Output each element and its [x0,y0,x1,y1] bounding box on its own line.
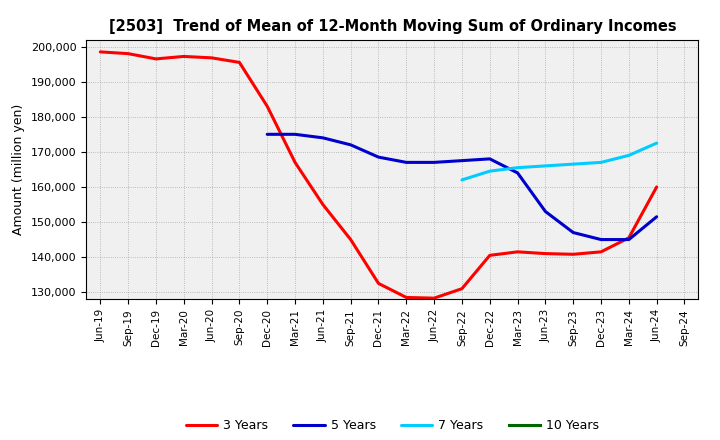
3 Years [179,54,188,59]
Y-axis label: Amount (million yen): Amount (million yen) [12,104,25,235]
3 Years [235,60,243,65]
5 Years [346,142,355,147]
3 Years [513,249,522,254]
5 Years [624,237,633,242]
5 Years [374,154,383,160]
Title: [2503]  Trend of Mean of 12-Month Moving Sum of Ordinary Incomes: [2503] Trend of Mean of 12-Month Moving … [109,19,676,34]
5 Years [569,230,577,235]
3 Years [652,184,661,190]
5 Years [402,160,410,165]
7 Years [652,140,661,146]
5 Years [652,214,661,220]
Line: 5 Years: 5 Years [267,134,657,239]
3 Years [263,103,271,109]
5 Years [430,160,438,165]
Legend: 3 Years, 5 Years, 7 Years, 10 Years: 3 Years, 5 Years, 7 Years, 10 Years [181,414,604,437]
3 Years [374,281,383,286]
7 Years [485,169,494,174]
5 Years [318,135,327,140]
3 Years [402,295,410,300]
7 Years [624,153,633,158]
5 Years [597,237,606,242]
3 Years [485,253,494,258]
3 Years [458,286,467,291]
3 Years [124,51,132,56]
3 Years [96,49,104,55]
7 Years [597,160,606,165]
3 Years [569,252,577,257]
3 Years [291,160,300,165]
3 Years [597,249,606,254]
5 Years [263,132,271,137]
5 Years [485,156,494,161]
3 Years [541,251,550,256]
7 Years [458,177,467,183]
5 Years [458,158,467,163]
Line: 7 Years: 7 Years [462,143,657,180]
7 Years [569,161,577,167]
3 Years [346,237,355,242]
3 Years [430,296,438,301]
3 Years [318,202,327,207]
5 Years [541,209,550,214]
7 Years [541,163,550,169]
7 Years [513,165,522,170]
3 Years [624,235,633,240]
5 Years [513,170,522,176]
3 Years [207,55,216,60]
5 Years [291,132,300,137]
3 Years [152,56,161,62]
Line: 3 Years: 3 Years [100,52,657,298]
